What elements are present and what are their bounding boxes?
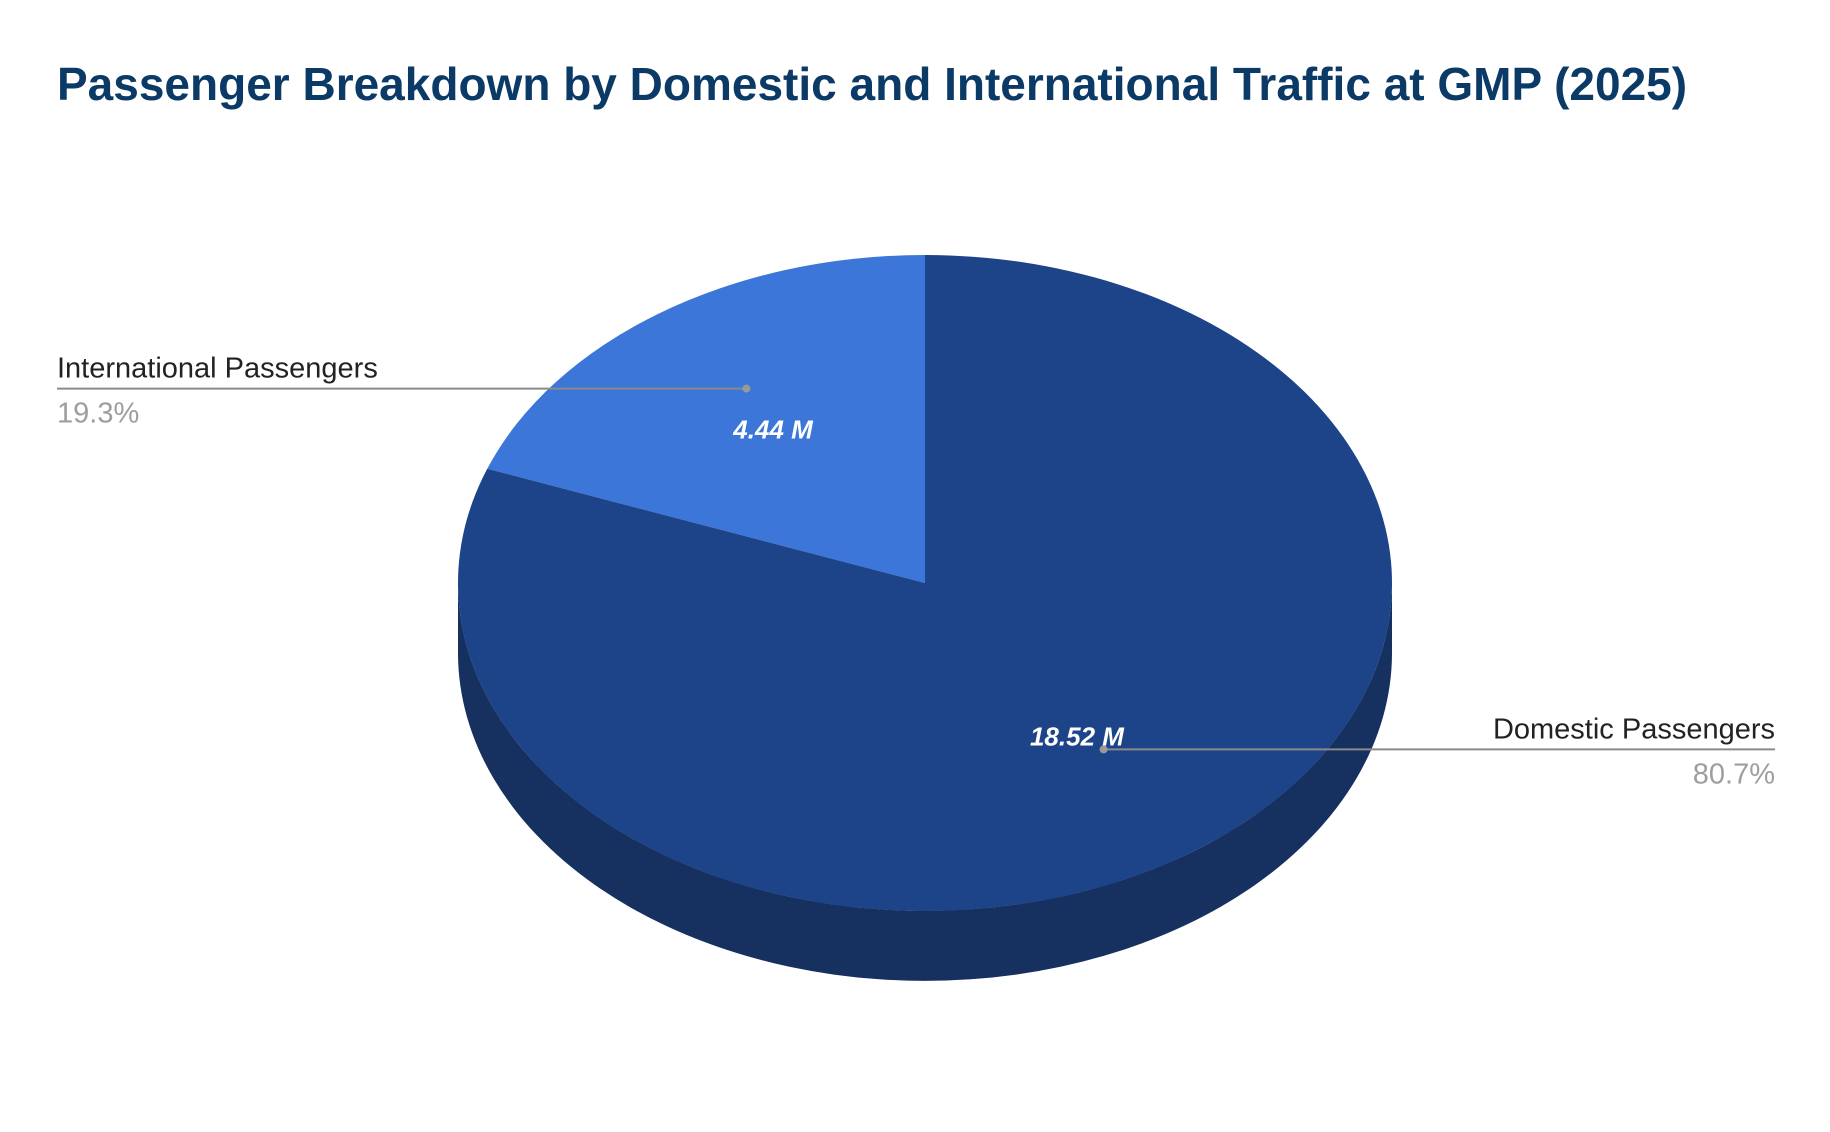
callout-name-international-passengers: International Passengers xyxy=(57,353,378,385)
callout-dot-domestic-passengers xyxy=(1099,745,1108,754)
callout-dot-international-passengers xyxy=(742,384,751,393)
callout-international-passengers: International Passengers 19.3% xyxy=(57,353,751,430)
pie-side-domestic-passengers xyxy=(458,583,1392,981)
callout-domestic-passengers: Domestic Passengers 80.7% xyxy=(1099,713,1775,790)
value-label-domestic-passengers: 18.52 M xyxy=(1030,722,1125,752)
callout-percent-international-passengers: 19.3% xyxy=(57,398,139,430)
pie-side-walls xyxy=(458,583,1392,981)
chart-title: Passenger Breakdown by Domestic and Inte… xyxy=(57,58,1687,110)
slice-value-labels: 4.44 M 18.52 M xyxy=(732,414,1125,751)
callout-name-domestic-passengers: Domestic Passengers xyxy=(1493,713,1775,745)
callout-percent-domestic-passengers: 80.7% xyxy=(1693,758,1775,790)
pie-slice-domestic-passengers xyxy=(458,255,1393,911)
pie-slices xyxy=(458,255,1393,911)
slice-callouts: International Passengers 19.3% Domestic Pa… xyxy=(57,353,1775,790)
pie-slice-international-passengers xyxy=(487,255,925,583)
value-label-international-passengers: 4.44 M xyxy=(732,414,814,444)
